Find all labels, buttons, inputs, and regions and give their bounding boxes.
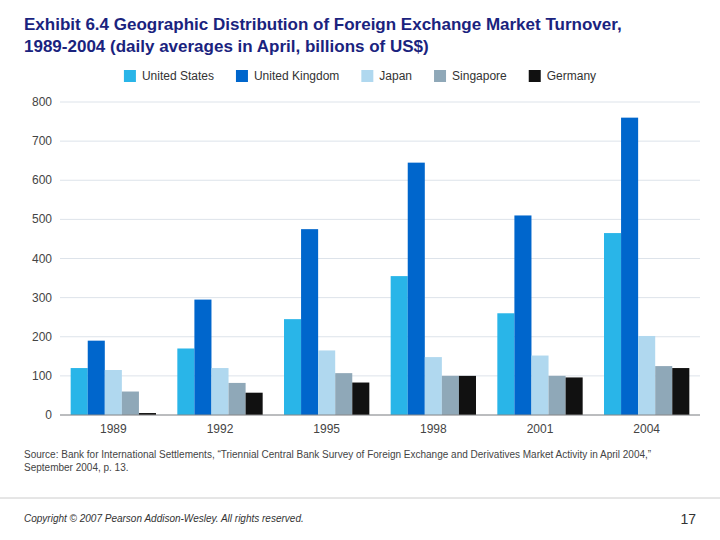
grid-line xyxy=(60,415,700,416)
x-tick-label: 1989 xyxy=(100,422,127,436)
bar xyxy=(246,393,263,415)
bar xyxy=(408,163,425,415)
x-tick-label: 2004 xyxy=(633,422,660,436)
legend-label: United States xyxy=(142,69,214,83)
bar xyxy=(531,356,548,415)
legend-label: Japan xyxy=(379,69,412,83)
footer-rule xyxy=(0,498,720,499)
bar xyxy=(549,376,566,415)
title: Exhibit 6.4 Geographic Distribution of F… xyxy=(24,15,622,56)
source-line: September 2004, p. 13. xyxy=(24,462,129,473)
bar xyxy=(211,368,228,415)
bar xyxy=(655,366,672,415)
x-tick-label: 1998 xyxy=(420,422,447,436)
bar xyxy=(459,376,476,415)
title-line: Exhibit 6.4 Geographic Distribution of F… xyxy=(24,15,622,34)
bar xyxy=(194,300,211,415)
legend-label: Germany xyxy=(547,69,596,83)
legend-swatch xyxy=(236,70,248,82)
x-tick-label: 1995 xyxy=(313,422,340,436)
bars xyxy=(71,118,690,415)
background xyxy=(0,0,720,540)
x-axis-line xyxy=(60,415,700,416)
legend: United States United Kingdom Japan Singapor… xyxy=(124,69,596,83)
bar xyxy=(122,392,139,415)
bar xyxy=(425,357,442,415)
bar xyxy=(229,383,246,415)
y-tick-label: 300 xyxy=(32,291,52,305)
bar xyxy=(105,370,122,415)
x-tick-label: 1992 xyxy=(207,422,234,436)
bar xyxy=(318,350,335,415)
bar xyxy=(514,215,531,415)
legend-swatch xyxy=(529,70,541,82)
y-tick-label: 800 xyxy=(32,95,52,109)
bar xyxy=(391,276,408,415)
chart-svg: Exhibit 6.4 Geographic Distribution of F… xyxy=(0,0,720,540)
y-tick-label: 0 xyxy=(45,408,52,422)
bar xyxy=(672,368,689,415)
y-tick-label: 100 xyxy=(32,369,52,383)
grid-line xyxy=(60,219,700,220)
bar xyxy=(604,233,621,415)
chart-container: Exhibit 6.4 Geographic Distribution of F… xyxy=(0,0,720,540)
legend-swatch xyxy=(361,70,373,82)
bar xyxy=(335,373,352,415)
legend-swatch xyxy=(124,70,136,82)
copyright: Copyright © 2007 Pearson Addison-Wesley.… xyxy=(24,513,304,524)
grid-line xyxy=(60,102,700,103)
legend-label: United Kingdom xyxy=(254,69,339,83)
bar xyxy=(621,118,638,415)
x-tick-label: 2001 xyxy=(527,422,554,436)
bar xyxy=(88,341,105,415)
bar xyxy=(284,319,301,415)
bar xyxy=(638,336,655,415)
bar xyxy=(301,229,318,415)
bar xyxy=(177,348,194,415)
grid-line xyxy=(60,180,700,181)
y-tick-label: 500 xyxy=(32,212,52,226)
bar xyxy=(71,368,88,415)
bar xyxy=(566,377,583,415)
y-tick-label: 700 xyxy=(32,134,52,148)
y-tick-label: 200 xyxy=(32,330,52,344)
y-tick-label: 400 xyxy=(32,252,52,266)
legend-label: Singapore xyxy=(452,69,507,83)
source-note: Source: Bank for International Settlemen… xyxy=(24,449,651,473)
page-number: 17 xyxy=(680,511,696,527)
bar xyxy=(442,376,459,415)
y-tick-label: 600 xyxy=(32,173,52,187)
legend-swatch xyxy=(434,70,446,82)
source-line: Source: Bank for International Settlemen… xyxy=(24,449,651,460)
bar xyxy=(352,383,369,415)
y-axis: 0 100 200 300 400 500 600 700 800 xyxy=(32,95,700,422)
title-line: 1989-2004 (daily averages in April, bill… xyxy=(24,37,429,56)
grid-line xyxy=(60,141,700,142)
bar xyxy=(497,313,514,415)
